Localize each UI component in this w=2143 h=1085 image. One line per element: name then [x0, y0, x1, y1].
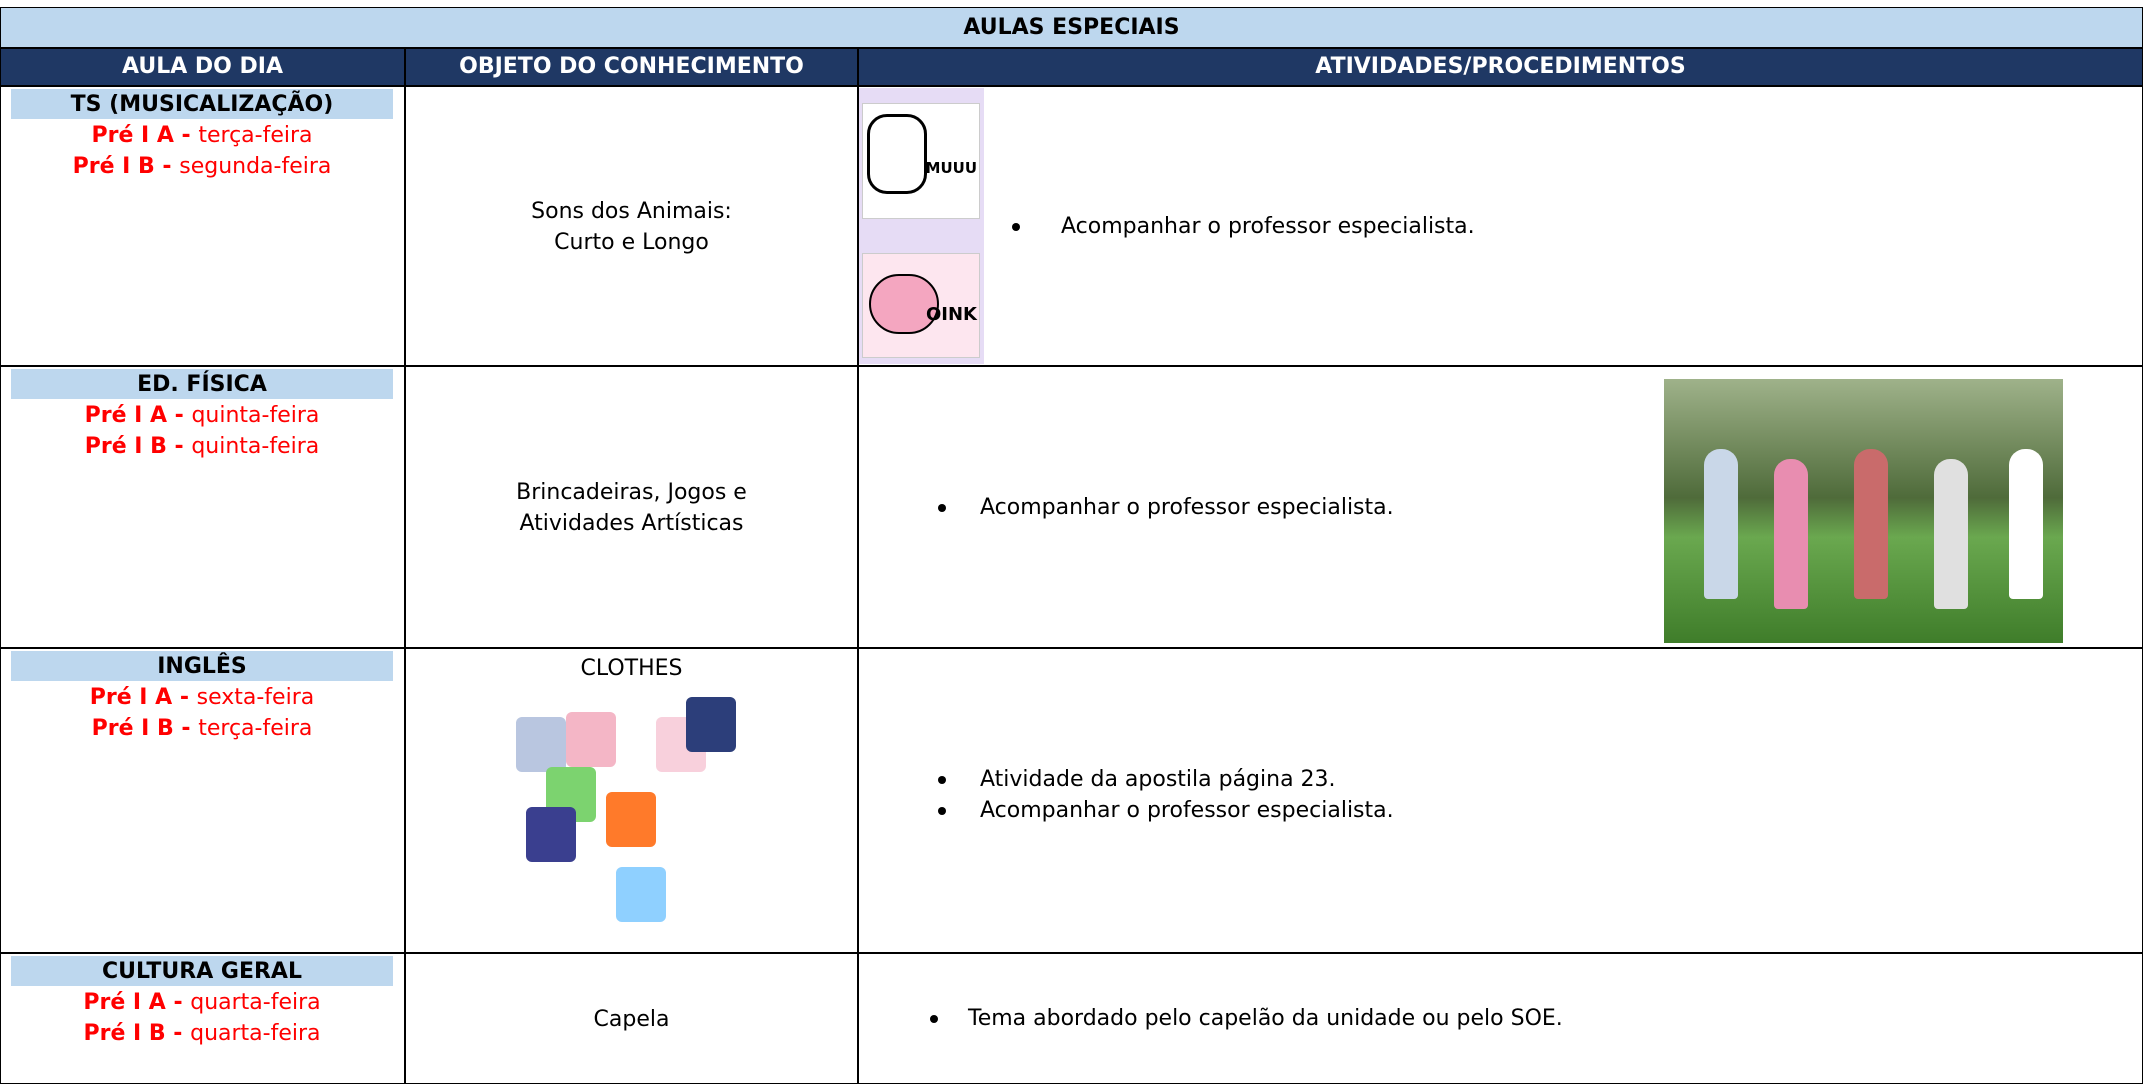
- class-line: Pré I B - quinta-feira: [11, 431, 393, 462]
- animal-shape: [869, 274, 939, 334]
- class-line: Pré I B - quarta-feira: [11, 1018, 393, 1049]
- activity-text: Acompanhar o professor especialista.: [1061, 213, 1475, 239]
- title: AULAS ESPECIAIS: [963, 15, 1180, 40]
- activity-cell: [858, 86, 2143, 366]
- clothes-image: [506, 697, 736, 922]
- animal-image: MUUU: [862, 103, 980, 219]
- children-photo: [1664, 379, 2063, 643]
- class-label: Pré I B -: [72, 154, 180, 179]
- object-text: CLOTHES: [580, 656, 683, 681]
- class-label: Pré I A -: [83, 990, 191, 1015]
- subject-cell: ED. FÍSICA Pré I A - quinta-feira Pré I B …: [0, 366, 405, 648]
- class-day: quinta-feira: [191, 403, 320, 428]
- garment: [516, 717, 566, 772]
- animal-sound: MUUU: [925, 159, 977, 177]
- bullet: [938, 775, 946, 784]
- class-label: Pré I A -: [91, 123, 199, 148]
- child: [1704, 449, 1738, 599]
- object-text: Brincadeiras, Jogos e Atividades Artísti…: [516, 480, 747, 536]
- animal-shape: [867, 114, 927, 194]
- class-label: Pré I A -: [84, 403, 192, 428]
- subject-cell: CULTURA GERAL Pré I A - quarta-feira Pré I…: [0, 953, 405, 1084]
- object-text: Sons dos Animais:: [531, 199, 732, 224]
- child: [1774, 459, 1808, 609]
- header-text: OBJETO DO CONHECIMENTO: [459, 54, 804, 79]
- child: [1934, 459, 1968, 609]
- garment: [686, 697, 736, 752]
- class-line: Pré I B - terça-feira: [11, 713, 393, 744]
- header-cell: OBJETO DO CONHECIMENTO: [405, 48, 858, 86]
- bullet: [930, 1015, 938, 1023]
- class-day: segunda-feira: [179, 154, 332, 179]
- class-label: Pré I B -: [91, 716, 199, 741]
- object-text: Capela: [593, 1007, 670, 1032]
- class-day: terça-feira: [198, 123, 313, 148]
- header-cell: AULA DO DIA: [0, 48, 405, 86]
- subject-label: ED. FÍSICA: [137, 372, 267, 397]
- class-label: Pré I A -: [89, 685, 197, 710]
- object-cell: CLOTHES: [405, 648, 858, 953]
- bullet: [1012, 222, 1020, 231]
- bullet: [938, 503, 946, 512]
- bullet: [938, 806, 946, 815]
- activity-text: Atividade da apostila página 23.: [980, 766, 1336, 792]
- title-bar: AULAS ESPECIAIS: [0, 7, 2143, 48]
- garment: [566, 712, 616, 767]
- subject-cell: TS (MUSICALIZAÇÃO) Pré I A - terça-feira P…: [0, 86, 405, 366]
- class-line: Pré I A - sexta-feira: [11, 682, 393, 713]
- class-label: Pré I B -: [84, 434, 192, 459]
- subject-box: CULTURA GERAL: [11, 956, 393, 986]
- child: [2009, 449, 2043, 599]
- class-line: Pré I A - quinta-feira: [11, 400, 393, 431]
- child: [1854, 449, 1888, 599]
- class-line: Pré I A - terça-feira: [11, 120, 393, 151]
- activity-text: Tema abordado pelo capelão da unidade ou…: [968, 1006, 1563, 1031]
- subject-box: TS (MUSICALIZAÇÃO): [11, 89, 393, 119]
- class-day: quarta-feira: [190, 1021, 321, 1046]
- class-day: terça-feira: [198, 716, 313, 741]
- object-text: Curto e Longo: [554, 230, 709, 255]
- class-line: Pré I B - segunda-feira: [11, 151, 393, 182]
- header-text: AULA DO DIA: [121, 54, 283, 79]
- animal-sound: OINK: [925, 304, 977, 325]
- garment: [606, 792, 656, 847]
- subject-label: CULTURA GERAL: [102, 959, 302, 984]
- object-cell: Brincadeiras, Jogos e Atividades Artísti…: [405, 366, 858, 648]
- class-day: quarta-feira: [190, 990, 321, 1015]
- subject-box: ED. FÍSICA: [11, 369, 393, 399]
- activity-text: Acompanhar o professor especialista.: [980, 494, 1394, 520]
- activity-text: Acompanhar o professor especialista.: [980, 797, 1394, 823]
- header-cell: ATIVIDADES/PROCEDIMENTOS: [858, 48, 2143, 86]
- garment: [526, 807, 576, 862]
- subject-label: INGLÊS: [157, 654, 247, 679]
- garment: [616, 867, 666, 922]
- subject-cell: INGLÊS Pré I A - sexta-feira Pré I B - ter…: [0, 648, 405, 953]
- class-label: Pré I B -: [83, 1021, 191, 1046]
- animal-image: OINK: [862, 253, 980, 358]
- object-cell: Capela: [405, 953, 858, 1084]
- subject-box: INGLÊS: [11, 651, 393, 681]
- class-line: Pré I A - quarta-feira: [11, 987, 393, 1018]
- class-day: sexta-feira: [196, 685, 315, 710]
- header-text: ATIVIDADES/PROCEDIMENTOS: [1315, 54, 1686, 79]
- subject-label: TS (MUSICALIZAÇÃO): [70, 92, 334, 117]
- class-day: quinta-feira: [191, 434, 320, 459]
- object-cell: Sons dos Animais: Curto e Longo: [405, 86, 858, 366]
